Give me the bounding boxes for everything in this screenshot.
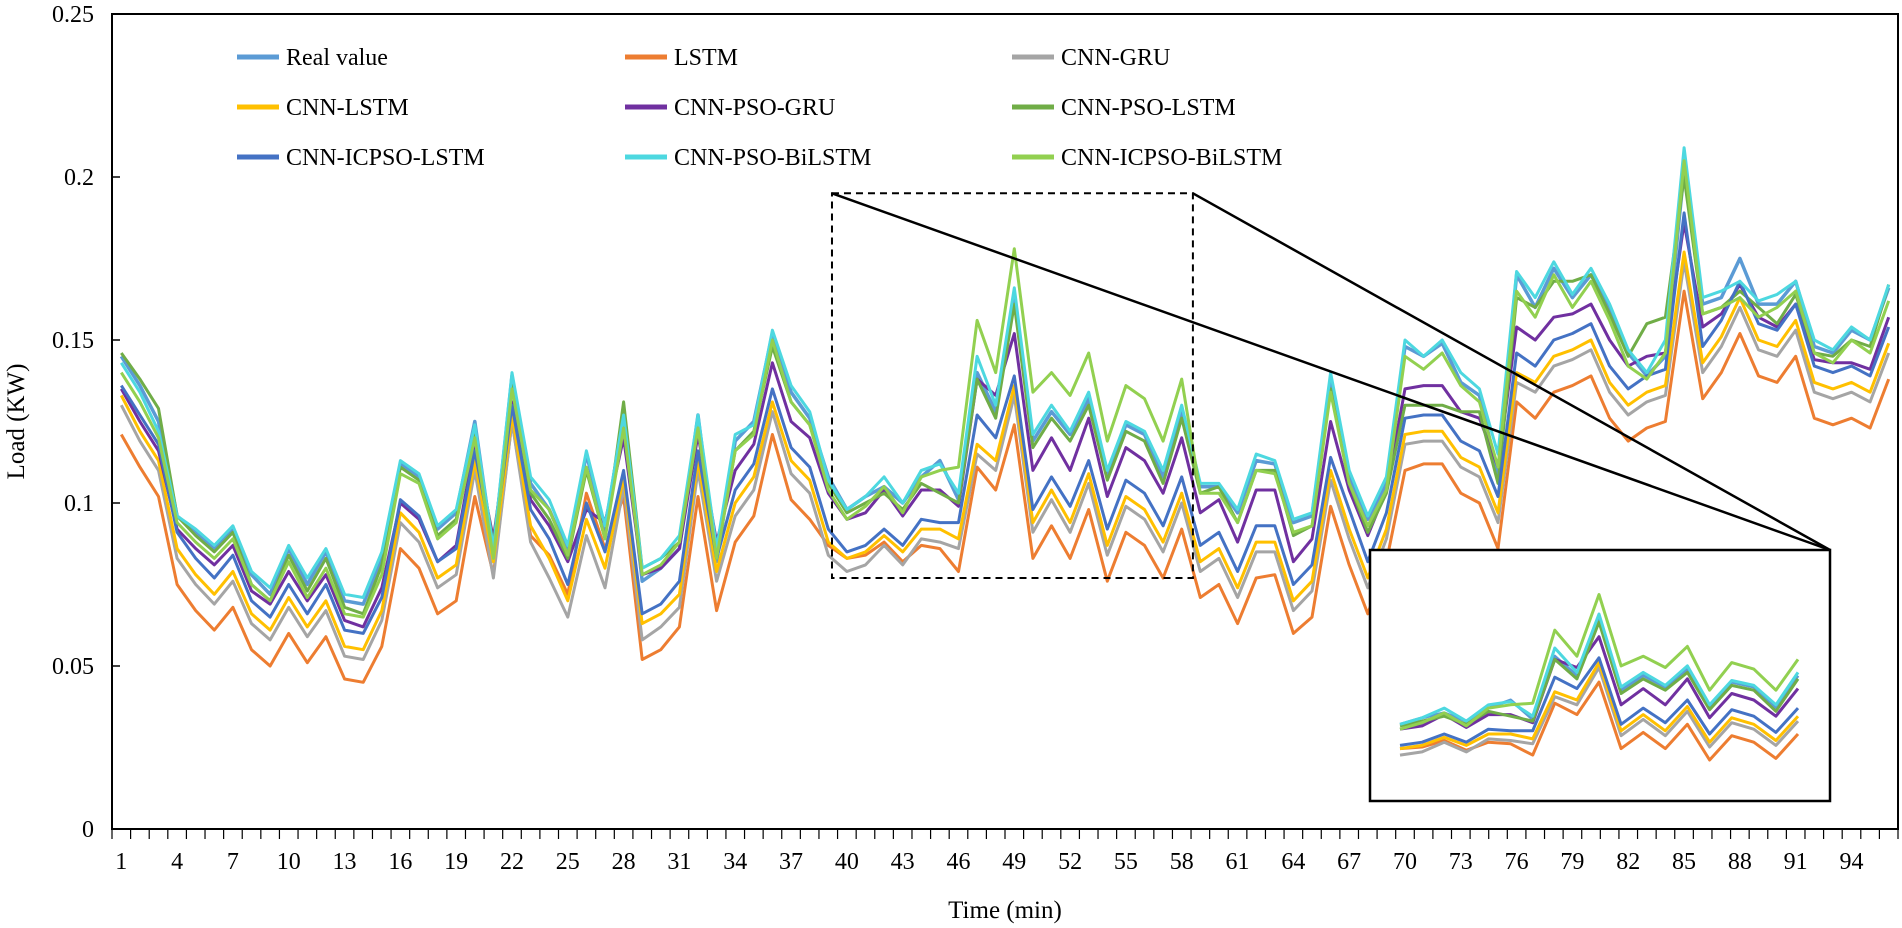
x-tick-label: 4 — [171, 849, 183, 875]
inset-series-line — [1399, 612, 1800, 726]
series-line — [119, 289, 1891, 684]
x-tick-label: 22 — [500, 849, 524, 875]
x-tick-label: 88 — [1728, 849, 1752, 875]
legend: Real value LSTM CNN-GRU CNN-LSTM CNN-PSO-GRU… — [237, 45, 1282, 171]
y-tick-label: 0 — [82, 817, 94, 843]
x-tick-label: 31 — [667, 849, 691, 875]
x-tick-label: 37 — [779, 849, 803, 875]
y-tick-label: 0.05 — [52, 654, 94, 680]
zoom-region — [830, 192, 1194, 579]
inset-series-line — [1399, 666, 1800, 757]
x-tick-label: 73 — [1449, 849, 1473, 875]
x-tick-label: 79 — [1560, 849, 1584, 875]
y-tick-label: 0.15 — [52, 328, 94, 354]
legend-label: CNN-GRU — [1061, 45, 1170, 71]
x-tick-label: 49 — [1002, 849, 1026, 875]
x-tick-label: 10 — [277, 849, 301, 875]
inset-series-line — [1399, 635, 1800, 731]
inset-zoom-panel — [1368, 548, 1832, 803]
x-axis-label: Time (min) — [948, 897, 1062, 924]
x-tick-label: 67 — [1337, 849, 1361, 875]
series-line — [120, 175, 1891, 616]
x-tick-label: 94 — [1839, 849, 1863, 875]
inset-connector-lines — [831, 192, 1831, 552]
x-tick-label: 52 — [1058, 849, 1082, 875]
x-tick-label: 61 — [1226, 849, 1250, 875]
legend-label: CNN-LSTM — [286, 95, 409, 121]
x-axis-ticks: 1 4 7 10 13 16 19 22 25 28 31 34 37 40 43 46 49 52 55 58 61 6… — [111, 829, 1899, 875]
x-tick-label: 55 — [1114, 849, 1138, 875]
plot-frame — [111, 13, 1899, 830]
x-tick-label: 34 — [723, 849, 747, 875]
x-tick-label: 16 — [388, 849, 412, 875]
legend-label: LSTM — [674, 45, 738, 71]
legend-label: CNN-PSO-BiLSTM — [674, 145, 871, 171]
series-line — [120, 146, 1891, 599]
x-tick-label: 64 — [1281, 849, 1305, 875]
inset-series-line — [1399, 661, 1800, 751]
inset-series-line — [1399, 593, 1800, 731]
x-tick-label: 19 — [444, 849, 468, 875]
legend-label: CNN-ICPSO-LSTM — [286, 145, 485, 171]
x-tick-label: 25 — [556, 849, 580, 875]
connector-line — [1192, 192, 1831, 552]
x-tick-label: 85 — [1672, 849, 1696, 875]
x-tick-label: 91 — [1784, 849, 1808, 875]
legend-label: CNN-PSO-LSTM — [1061, 95, 1236, 121]
series-line — [120, 159, 1891, 619]
series-line — [119, 260, 1891, 661]
inset-series-line — [1399, 656, 1800, 747]
y-tick-label: 0.1 — [64, 491, 94, 517]
x-tick-label: 82 — [1616, 849, 1640, 875]
x-tick-label: 13 — [333, 849, 357, 875]
x-tick-label: 1 — [115, 849, 127, 875]
x-tick-label: 70 — [1393, 849, 1417, 875]
y-axis-label: Load (KW) — [3, 364, 30, 480]
series-line — [120, 211, 1891, 635]
zoom-region-box — [830, 192, 1194, 579]
x-tick-label: 76 — [1505, 849, 1529, 875]
y-axis-ticks: 0 0.05 0.1 0.15 0.2 0.25 — [52, 2, 120, 843]
y-tick-label: 0.2 — [64, 165, 94, 191]
series-line — [119, 250, 1891, 652]
x-tick-label: 28 — [612, 849, 636, 875]
x-tick-label: 58 — [1170, 849, 1194, 875]
x-tick-label: 7 — [227, 849, 239, 875]
series-lines — [119, 146, 1891, 684]
y-tick-label: 0.25 — [52, 2, 94, 28]
connector-line — [831, 192, 1831, 552]
legend-label: CNN-ICPSO-BiLSTM — [1061, 145, 1282, 171]
legend-label: CNN-PSO-GRU — [674, 95, 835, 121]
x-tick-label: 46 — [946, 849, 970, 875]
legend-label: Real value — [286, 45, 388, 71]
x-tick-label: 43 — [891, 849, 915, 875]
inset-frame — [1368, 548, 1832, 803]
x-tick-label: 40 — [835, 849, 859, 875]
